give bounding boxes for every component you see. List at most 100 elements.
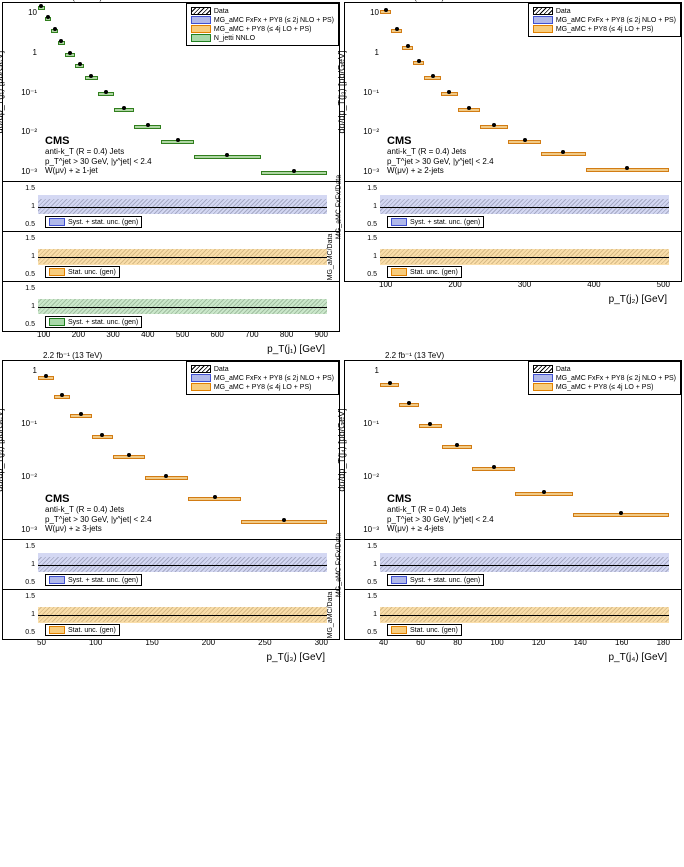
mini-swatch <box>49 626 65 634</box>
x-tick: 150 <box>145 638 158 647</box>
x-tick: 400 <box>141 330 154 339</box>
ratio-tick: 1.5 <box>17 185 35 192</box>
x-tick: 100 <box>37 330 50 339</box>
data-point <box>492 465 496 469</box>
ratio-tick: 1 <box>359 561 377 568</box>
data-point <box>79 412 83 416</box>
data-point <box>542 490 546 494</box>
data-point <box>407 401 411 405</box>
x-tick: 300 <box>315 638 328 647</box>
ratio-tick: 1.5 <box>17 235 35 242</box>
legend: DataMG_aMC FxFx + PY8 (≤ 2j NLO + PS)MG_… <box>528 361 681 395</box>
legend-text: Data <box>214 366 229 373</box>
x-tick: 50 <box>37 638 46 647</box>
legend-row-mgamc: MG_aMC + PY8 (≤ 4j LO + PS) <box>191 25 334 33</box>
x-tick: 500 <box>176 330 189 339</box>
data-point <box>561 150 565 154</box>
ratio-tick: 0.5 <box>359 629 377 636</box>
ratio-y-ticks: 1.510.5 <box>17 185 35 228</box>
y-tick: 10 <box>15 8 37 17</box>
main-plot: 2.2 fb⁻¹ (13 TeV)DataMG_aMC FxFx + PY8 (… <box>344 2 682 182</box>
y-ticks: 10110⁻¹10⁻²10⁻³ <box>357 8 379 176</box>
annotation-block: CMSanti-k_T (R = 0.4) Jetsp_T^jet > 30 G… <box>387 135 494 175</box>
y-axis-label: dσ/dp_T(j₁) [pb/GeV] <box>0 51 4 134</box>
ratio-panel-fxfx: MG_aMC FxFx/Data1.510.5Syst. + stat. unc… <box>2 182 340 232</box>
ratio-y-ticks: 1.510.5 <box>17 593 35 636</box>
data-point <box>384 8 388 12</box>
annotation-block: CMSanti-k_T (R = 0.4) Jetsp_T^jet > 30 G… <box>45 493 152 533</box>
data-point <box>428 422 432 426</box>
annotation-block: CMSanti-k_T (R = 0.4) Jetsp_T^jet > 30 G… <box>387 493 494 533</box>
legend-swatch <box>191 25 211 33</box>
cms-label: CMS <box>387 135 411 147</box>
y-tick: 10⁻³ <box>357 525 379 534</box>
x-tick: 250 <box>258 638 271 647</box>
x-tick: 120 <box>532 638 545 647</box>
ratio-y-ticks: 1.510.5 <box>359 185 377 228</box>
ratio-panel-fxfx: MG_aMC FxFx/Data1.510.5Syst. + stat. unc… <box>344 540 682 590</box>
legend-text: MG_aMC FxFx + PY8 (≤ 2j NLO + PS) <box>556 375 676 382</box>
ratio-mini-legend: Syst. + stat. unc. (gen) <box>387 216 484 228</box>
ratio-unity-line <box>380 565 669 566</box>
ratio-unity-line <box>38 257 327 258</box>
data-point <box>78 62 82 66</box>
data-point <box>146 123 150 127</box>
data-point <box>164 474 168 478</box>
ratio-tick: 1 <box>359 611 377 618</box>
legend-row-mgamc: MG_aMC + PY8 (≤ 4j LO + PS) <box>533 383 676 391</box>
ratio-mini-legend: Stat. unc. (gen) <box>45 266 120 278</box>
ratio-tick: 0.5 <box>17 629 35 636</box>
annot-line: anti-k_T (R = 0.4) Jets <box>387 505 466 514</box>
mini-swatch <box>49 318 65 326</box>
legend-swatch <box>533 365 553 373</box>
y-tick: 10⁻² <box>357 127 379 136</box>
annot-line: p_T^jet > 30 GeV, |y^jet| < 2.4 <box>45 157 152 166</box>
ratio-unity-line <box>38 615 327 616</box>
legend-text: MG_aMC + PY8 (≤ 4j LO + PS) <box>556 384 654 391</box>
ratio-unity-line <box>380 615 669 616</box>
data-point <box>44 374 48 378</box>
mini-legend-text: Stat. unc. (gen) <box>68 269 116 276</box>
legend-swatch <box>533 383 553 391</box>
x-tick: 80 <box>453 638 462 647</box>
ratio-mini-legend: Stat. unc. (gen) <box>45 624 120 636</box>
ratio-y-label: MG_aMC FxFx/Data <box>336 532 343 596</box>
cms-label: CMS <box>387 493 411 505</box>
x-tick: 140 <box>573 638 586 647</box>
legend-text: N_jetti NNLO <box>214 35 255 42</box>
legend-row-fxfx: MG_aMC FxFx + PY8 (≤ 2j NLO + PS) <box>191 16 334 24</box>
data-point <box>282 518 286 522</box>
ratio-y-ticks: 1.510.5 <box>359 235 377 278</box>
legend-swatch <box>191 374 211 382</box>
legend-swatch <box>533 7 553 15</box>
y-tick: 1 <box>357 48 379 57</box>
annot-line: p_T^jet > 30 GeV, |y^jet| < 2.4 <box>387 515 494 524</box>
legend-row-data: Data <box>533 7 676 15</box>
annotation-block: CMSanti-k_T (R = 0.4) Jetsp_T^jet > 30 G… <box>45 135 152 175</box>
legend-swatch <box>191 34 211 42</box>
ratio-tick: 1.5 <box>359 543 377 550</box>
legend-swatch <box>533 25 553 33</box>
data-point <box>619 511 623 515</box>
x-tick: 700 <box>245 330 258 339</box>
y-ticks: 110⁻¹10⁻²10⁻³ <box>357 366 379 534</box>
luminosity-label: 2.2 fb⁻¹ (13 TeV) <box>385 351 444 360</box>
annot-line: anti-k_T (R = 0.4) Jets <box>45 505 124 514</box>
mini-swatch <box>391 626 407 634</box>
legend-text: MG_aMC + PY8 (≤ 4j LO + PS) <box>214 384 312 391</box>
ratio-y-label: MG_aMC/Data <box>327 591 334 638</box>
luminosity-label: 2.2 fb⁻¹ (13 TeV) <box>385 0 444 2</box>
ratio-unity-line <box>38 307 327 308</box>
y-tick: 10⁻² <box>15 127 37 136</box>
main-plot: 2.2 fb⁻¹ (13 TeV)DataMG_aMC FxFx + PY8 (… <box>2 2 340 182</box>
ratio-y-ticks: 1.510.5 <box>17 285 35 328</box>
x-ticks: 50100150200250300 <box>37 638 328 647</box>
ratio-panel-mgamc: MG_aMC/Data 1.510.5 Stat. unc. (gen) <box>2 590 340 640</box>
annot-line: W(μν) + ≥ 4-jets <box>387 524 444 533</box>
ratio-tick: 0.5 <box>17 579 35 586</box>
ratio-tick: 0.5 <box>17 271 35 278</box>
panel-1: 2.2 fb⁻¹ (13 TeV)DataMG_aMC FxFx + PY8 (… <box>0 0 342 358</box>
ratio-panel-fxfx: MG_aMC FxFx/Data1.510.5Syst. + stat. unc… <box>344 182 682 232</box>
ratio-tick: 1 <box>17 561 35 568</box>
x-tick: 40 <box>379 638 388 647</box>
